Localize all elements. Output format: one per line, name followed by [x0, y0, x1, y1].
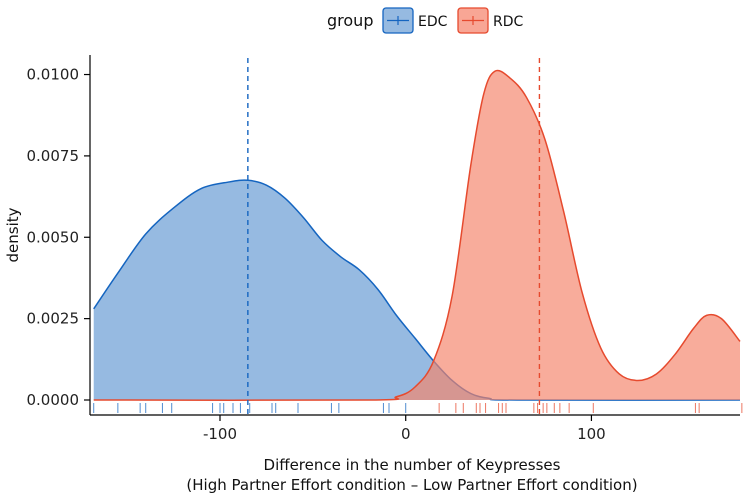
plot-area [93, 58, 743, 415]
y-tick-label: 0.0000 [27, 391, 80, 409]
legend: group EDC RDC [327, 7, 524, 34]
axis-ticks: 0.0000 0.0025 0.0050 0.0075 0.0100 -100 0 100 [27, 66, 606, 443]
density-area-edc [93, 180, 740, 401]
y-tick-label: 0.0050 [27, 228, 80, 246]
x-tick-label: 100 [577, 425, 606, 443]
legend-label-rdc: RDC [493, 14, 524, 30]
legend-label-edc: EDC [418, 14, 448, 30]
x-axis-title-line2: (High Partner Effort condition – Low Par… [186, 476, 637, 494]
y-tick-label: 0.0100 [27, 66, 80, 84]
y-tick-label: 0.0025 [27, 310, 80, 328]
x-axis-title-line1: Difference in the number of Keypresses [264, 456, 561, 474]
x-tick-label: 0 [401, 425, 411, 443]
legend-title: group [327, 11, 373, 30]
density-area-rdc [93, 70, 740, 401]
y-axis-title: density [4, 207, 22, 262]
legend-key-edc: EDC [382, 7, 448, 34]
y-tick-label: 0.0075 [27, 147, 80, 165]
legend-key-rdc: RDC [457, 7, 524, 34]
x-tick-label: -100 [203, 425, 237, 443]
density-line-rdc [93, 69, 741, 401]
